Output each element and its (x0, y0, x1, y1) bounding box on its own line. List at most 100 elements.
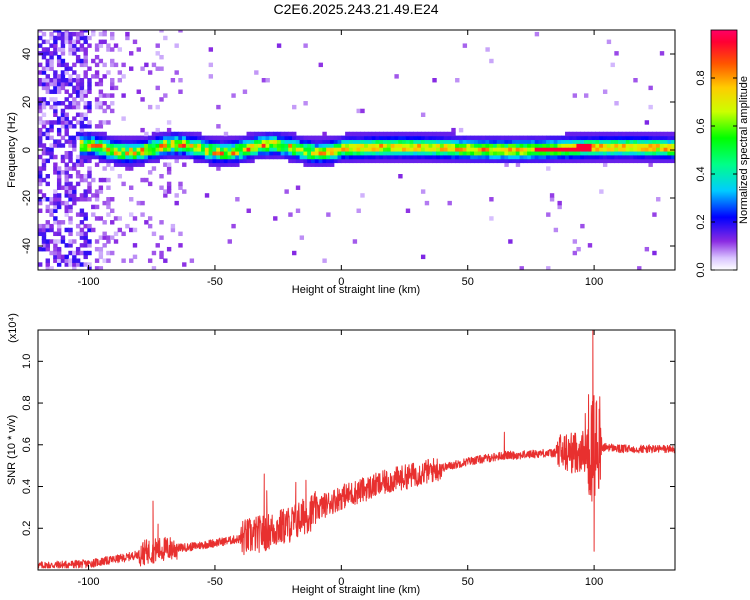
spectrogram-cell (280, 147, 286, 152)
spectrogram-x-tick-label: 100 (585, 276, 603, 288)
spectrogram-cell (538, 150, 543, 156)
spectrogram-cell (110, 101, 115, 106)
spectrogram-cell (178, 143, 183, 148)
spectrogram-cell (496, 147, 502, 152)
spectrogram-cell (163, 139, 168, 144)
spectrogram-cell (83, 154, 88, 160)
spectrogram-cell (98, 135, 104, 141)
spectrogram-cell (166, 143, 172, 148)
spectrogram-cell (637, 147, 642, 152)
spectrogram-cell (413, 131, 418, 137)
spectrogram-cell (49, 147, 54, 152)
spectrogram-cell (311, 150, 316, 156)
spectrogram-cell (87, 139, 92, 144)
spectrogram-cell (580, 143, 585, 148)
spectrogram-cell (102, 220, 107, 225)
spectrogram-cell (102, 62, 107, 68)
spectrogram-cell (231, 93, 236, 98)
spectrogram-cell (49, 81, 54, 87)
spectrogram-cell (98, 104, 104, 110)
spectrogram-cell (132, 216, 138, 221)
spectrogram-cell (667, 154, 672, 160)
spectrogram-x-axis-label: Height of straight line (km) (292, 284, 420, 296)
spectrogram-cell (451, 154, 456, 160)
spectrogram-cell (64, 166, 69, 171)
spectrogram-cell (341, 147, 346, 152)
spectrogram-cell (64, 212, 69, 217)
spectrogram-cell (606, 139, 612, 144)
spectrogram-cell (587, 150, 593, 156)
spectrogram-cell (170, 227, 176, 233)
spectrogram-cell (106, 162, 111, 167)
spectrogram-cell (79, 231, 85, 237)
spectrogram-cell (72, 31, 77, 37)
spectrogram-cell (155, 131, 160, 137)
spectrogram-cell (102, 131, 107, 137)
spectrogram-cell (45, 74, 50, 79)
spectrogram-cell (38, 108, 43, 114)
spectrogram-cell (273, 147, 278, 152)
spectrogram-cell (64, 189, 69, 194)
spectrogram-cell (606, 143, 612, 148)
spectrogram-cell (386, 131, 392, 137)
spectrogram-cell (87, 170, 92, 175)
spectrogram-cell (553, 150, 559, 156)
spectrogram-cell (614, 150, 619, 156)
spectrogram-cell (417, 154, 422, 160)
spectrogram-cell (470, 150, 475, 156)
spectrogram-cell (576, 158, 581, 164)
spectrogram-cell (208, 143, 214, 148)
spectrogram-cell (428, 139, 433, 144)
spectrogram-cell (87, 147, 92, 152)
snr-x-tick-label: 100 (585, 576, 603, 588)
spectrogram-cell (458, 143, 464, 148)
snr-y-tick-label: 0.6 (21, 437, 33, 452)
spectrogram-cell (508, 239, 513, 244)
spectrogram-cell (671, 139, 675, 144)
spectrogram-cell (113, 43, 119, 48)
spectrogram-cell (102, 177, 107, 183)
spectrogram-cell (235, 158, 240, 164)
spectrogram-cell (254, 147, 259, 152)
colorbar: 0.00.20.40.60.8 Normalized spectral ampl… (695, 29, 750, 278)
spectrogram-cell (269, 147, 274, 152)
spectrogram-cell (572, 239, 578, 244)
spectrogram-cell (257, 139, 263, 144)
spectrogram-cell (125, 147, 130, 152)
spectrogram-cell (515, 162, 521, 167)
spectrogram-cell (348, 150, 354, 156)
spectrogram-cell (333, 158, 339, 164)
spectrogram-cell (117, 154, 123, 160)
spectrogram-cell (371, 131, 377, 137)
spectrogram-cell (174, 158, 179, 164)
spectrogram-cell (64, 30, 69, 33)
spectrogram-cell (447, 200, 452, 206)
spectrogram-cell (618, 154, 623, 160)
spectrogram-cell (98, 139, 104, 144)
spectrogram-cell (45, 246, 50, 252)
spectrogram-cell (504, 162, 509, 167)
spectrogram-cell (227, 139, 232, 144)
spectrogram-cell (125, 223, 130, 229)
spectrogram-cell (386, 147, 392, 152)
spectrogram-cell (94, 104, 100, 110)
spectrogram-cell (53, 189, 58, 194)
spectrogram-cell (519, 158, 524, 164)
spectrogram-cell (125, 166, 130, 171)
spectrogram-cell (53, 231, 58, 237)
spectrogram-cell (656, 147, 661, 152)
snr-x-tick-label: 50 (462, 576, 474, 588)
spectrogram-cell (523, 143, 528, 148)
spectrogram-cell (68, 185, 73, 190)
spectrogram-cell (595, 158, 600, 164)
spectrogram-cell (587, 158, 593, 164)
spectrogram-cell (371, 154, 377, 160)
spectrogram-cell (432, 158, 437, 164)
spectrogram-cell (242, 154, 248, 160)
spectrogram-cell (618, 143, 623, 148)
spectrogram-cell (299, 154, 305, 160)
spectrogram-cell (87, 66, 92, 71)
spectrogram-cell (60, 70, 66, 75)
spectrogram-cell (159, 135, 164, 141)
spectrogram-cell (656, 150, 661, 156)
